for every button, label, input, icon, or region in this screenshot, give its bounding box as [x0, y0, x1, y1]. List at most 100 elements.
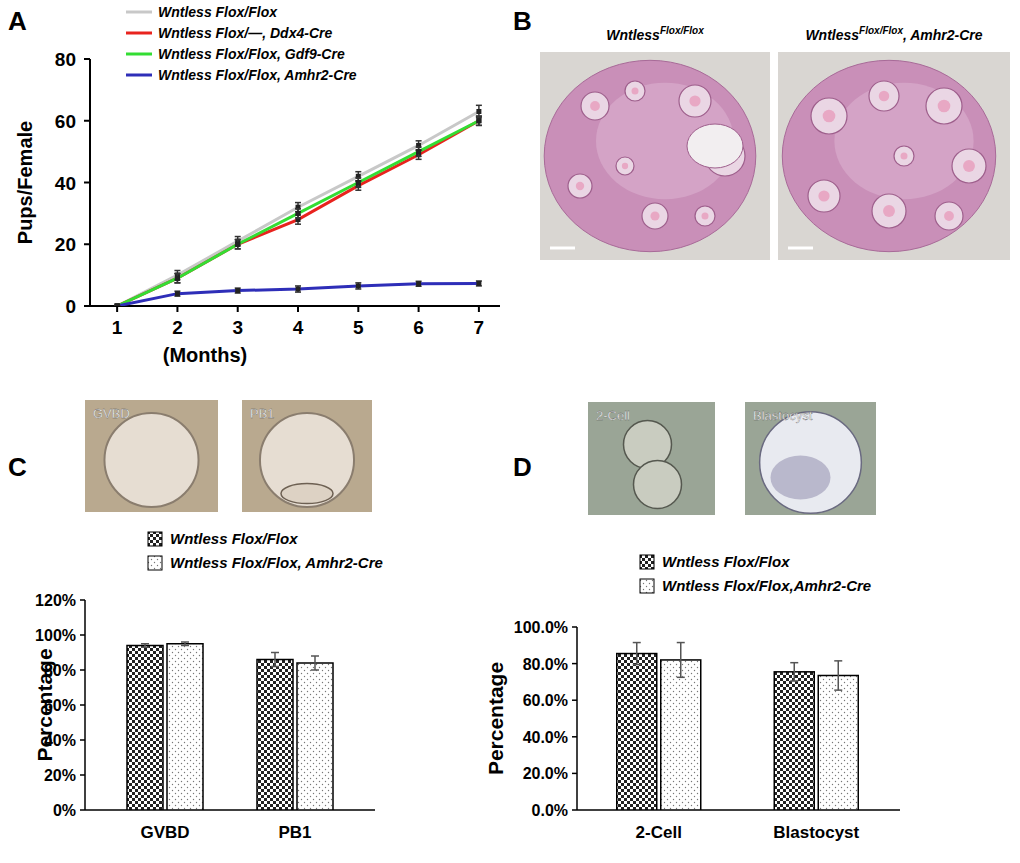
error-cap [235, 239, 241, 241]
oocyte [104, 413, 198, 507]
error-cap [295, 217, 301, 219]
error-cap [235, 248, 241, 250]
image-bg [85, 400, 218, 512]
image-label: Blastocyst [753, 408, 813, 423]
error-cap [834, 660, 842, 662]
image-bg [242, 400, 372, 512]
y-tick [84, 182, 90, 184]
x-tick-label: 6 [413, 317, 424, 338]
y-tick [572, 699, 577, 701]
y-tick-label: 80 [55, 49, 76, 70]
follicle [568, 174, 592, 198]
error-cap [295, 208, 301, 210]
marker [416, 143, 421, 148]
y-axis-label: Pups/Female [14, 121, 36, 244]
y-tick [84, 305, 90, 307]
y-tick [572, 736, 577, 738]
oocyte [689, 95, 700, 106]
x-tick-label: 1 [112, 317, 123, 338]
bar [127, 646, 163, 811]
image-label: PB1 [250, 406, 275, 421]
oocyte [823, 110, 836, 123]
image-bg [778, 52, 1010, 260]
follicle [952, 149, 986, 183]
series-line [117, 121, 479, 306]
y-tick-label: 0 [65, 296, 76, 317]
follicle [926, 88, 962, 124]
x-axis-label: (Months) [163, 344, 247, 366]
y-tick-label: 120% [35, 592, 76, 609]
error-cap [677, 677, 685, 679]
legend-swatch [148, 556, 162, 570]
error-cap [355, 189, 361, 191]
panel-a: A0204060801234567(Months)Pups/FemaleWntl… [8, 4, 500, 366]
antrum [687, 124, 743, 168]
error-bar [416, 147, 422, 156]
panel-label: A [8, 6, 27, 36]
marker [175, 276, 180, 281]
x-tick [418, 306, 420, 312]
marker [115, 304, 120, 307]
error-bar [311, 656, 319, 670]
oocyte [576, 182, 584, 190]
error-cap [174, 273, 180, 275]
error-cap [476, 125, 482, 127]
inner-cell-mass [771, 456, 831, 500]
bar [617, 654, 657, 810]
y-tick-label: 60 [55, 111, 76, 132]
error-cap [271, 666, 279, 668]
y-tick-label: 0.0% [532, 802, 568, 819]
error-cap [355, 177, 361, 179]
error-cap [174, 282, 180, 284]
x-tick-label: 5 [353, 317, 364, 338]
image-label: GVBD [93, 406, 130, 421]
oocyte [901, 153, 908, 160]
error-cap [174, 270, 180, 272]
error-bar [790, 663, 798, 681]
error-line [680, 643, 682, 678]
cell-image [745, 402, 876, 515]
follicle [872, 194, 906, 228]
follicle [894, 146, 914, 166]
error-bar [476, 281, 482, 286]
series-line [117, 111, 479, 306]
cell-image [242, 400, 372, 512]
marker [115, 304, 120, 307]
error-cap [355, 282, 361, 284]
error-bar [174, 274, 180, 283]
oocyte [590, 101, 600, 111]
panel-label: D [513, 452, 532, 482]
marker [476, 109, 481, 114]
y-tick-label: 40.0% [523, 729, 568, 746]
marker [476, 118, 481, 123]
error-bar [271, 653, 279, 667]
x-axis [90, 305, 500, 307]
y-tick-label: 20 [55, 234, 76, 255]
legend-label: Wntless Flox/Flox, Amhr2-Cre [170, 554, 383, 571]
oocyte [702, 213, 709, 220]
oocyte [650, 211, 659, 220]
legend-swatch [148, 532, 162, 546]
marker [115, 304, 120, 307]
panel-c: CGVBDPB10%20%40%60%80%100%120%Percentage… [8, 400, 383, 842]
y-tick [80, 634, 85, 636]
marker [115, 304, 120, 307]
error-line [314, 656, 316, 670]
marker [416, 281, 421, 286]
title-part: Wntless [606, 27, 660, 43]
series-line [117, 121, 479, 306]
error-bar [235, 240, 241, 249]
marker [296, 287, 301, 292]
title-sup: Flox/Flox [859, 25, 903, 36]
title-sup: Flox/Flox [660, 25, 704, 36]
plot-area [617, 643, 859, 810]
bar [774, 672, 814, 810]
error-cap [416, 156, 422, 158]
x-tick [357, 306, 359, 312]
panel-label: B [513, 6, 532, 36]
y-tick [84, 120, 90, 122]
bar [257, 660, 293, 811]
error-cap [295, 291, 301, 293]
y-tick-label: 20.0% [523, 765, 568, 782]
y-tick-label: 80.0% [523, 656, 568, 673]
